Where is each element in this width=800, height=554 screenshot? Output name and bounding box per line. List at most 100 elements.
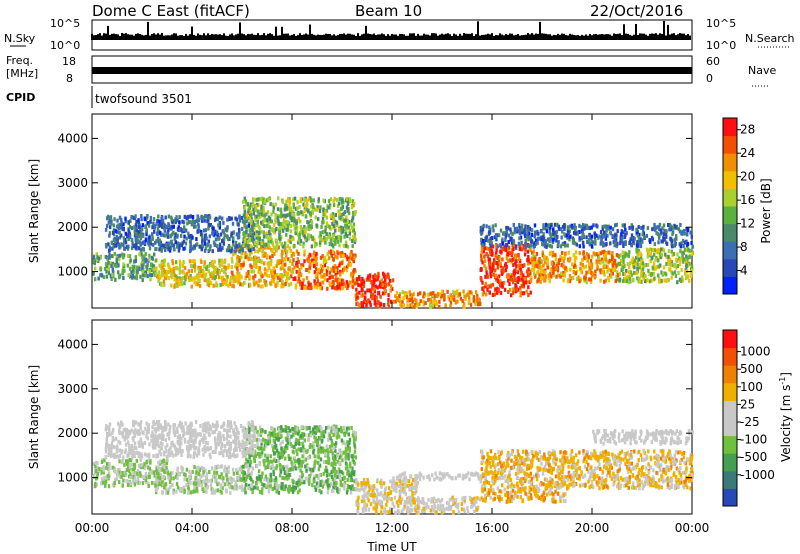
heatmap-cell xyxy=(288,267,291,272)
heatmap-cell xyxy=(351,274,354,279)
heatmap-cell xyxy=(213,490,216,495)
heatmap-cell xyxy=(469,290,472,295)
heatmap-cell xyxy=(372,274,375,279)
heatmap-cell xyxy=(337,201,341,206)
heatmap-cell xyxy=(149,460,152,465)
heatmap-cell xyxy=(256,209,259,214)
heatmap-cell xyxy=(495,244,498,249)
heatmap-cell xyxy=(178,228,182,233)
heatmap-cell xyxy=(354,437,357,442)
heatmap-cell xyxy=(610,257,614,262)
heatmap-cell xyxy=(501,239,504,243)
heatmap-cell xyxy=(483,254,486,259)
heatmap-cell xyxy=(123,268,126,273)
heatmap-cell xyxy=(501,284,504,289)
heatmap-cell xyxy=(327,250,331,255)
heatmap-cell xyxy=(660,252,663,257)
heatmap-cell xyxy=(334,213,337,217)
heatmap-cell xyxy=(355,287,358,292)
heatmap-cell xyxy=(590,270,593,275)
heatmap-cell xyxy=(504,234,507,239)
heatmap-cell xyxy=(144,270,148,275)
heatmap-cell xyxy=(297,447,301,452)
heatmap-cell xyxy=(260,220,263,225)
heatmap-cell xyxy=(244,230,248,235)
heatmap-cell xyxy=(533,257,536,261)
heatmap-cell xyxy=(111,465,114,470)
heatmap-cell xyxy=(156,226,160,231)
heatmap-cell xyxy=(564,243,567,248)
heatmap-cell xyxy=(299,242,302,247)
heatmap-cell xyxy=(118,230,121,235)
heatmap-cell xyxy=(182,220,186,225)
heatmap-cell xyxy=(599,251,603,256)
heatmap-cell xyxy=(310,220,313,224)
heatmap-cell xyxy=(339,269,342,274)
heatmap-cell xyxy=(608,258,611,263)
heatmap-cell xyxy=(218,475,222,480)
heatmap-cell xyxy=(578,223,581,228)
heatmap-cell xyxy=(348,220,351,224)
heatmap-cell xyxy=(524,238,527,243)
heatmap-cell xyxy=(287,205,290,210)
heatmap-cell xyxy=(321,237,324,242)
heatmap-cell xyxy=(270,212,273,217)
heatmap-cell xyxy=(529,290,532,295)
heatmap-cell xyxy=(572,253,576,258)
noise-panel: N.Sky 10^5 10^0 10^5 10^0 N.Search xyxy=(4,17,795,52)
heatmap-cell xyxy=(555,266,558,271)
heatmap-cell xyxy=(146,240,150,245)
heatmap-cell xyxy=(549,250,552,255)
heatmap-cell xyxy=(311,235,315,240)
heatmap-cell xyxy=(267,220,270,225)
heatmap-cell xyxy=(651,227,654,232)
heatmap-cell xyxy=(352,235,355,239)
heatmap-cell xyxy=(281,226,285,231)
heatmap-cell xyxy=(682,244,685,248)
heatmap-cell xyxy=(590,280,593,284)
heatmap-cell xyxy=(218,263,222,268)
heatmap-cell xyxy=(641,227,645,232)
heatmap-cell xyxy=(133,225,136,230)
heatmap-cell xyxy=(254,485,257,490)
heatmap-cell xyxy=(336,281,340,286)
heatmap-cell xyxy=(250,265,253,270)
heatmap-cell xyxy=(543,226,546,231)
heatmap-cell xyxy=(268,266,271,271)
heatmap-cell xyxy=(277,222,281,227)
heatmap-cell xyxy=(355,297,358,302)
heatmap-cell xyxy=(321,274,324,279)
heatmap-cell xyxy=(331,249,335,254)
heatmap-cell xyxy=(259,245,263,249)
heatmap-cell xyxy=(171,267,174,272)
heatmap-cell xyxy=(95,257,99,262)
heatmap-cell xyxy=(152,264,155,269)
heatmap-cell xyxy=(341,270,344,275)
heatmap-cell xyxy=(347,225,350,230)
colorbar-tick-label: 16 xyxy=(740,193,755,207)
heatmap-cell xyxy=(482,223,485,228)
heatmap-cell xyxy=(255,280,258,285)
heatmap-cell xyxy=(309,467,312,472)
heatmap-cell xyxy=(325,272,329,277)
heatmap-cell xyxy=(664,232,668,237)
heatmap-cell xyxy=(646,278,649,283)
heatmap-cell xyxy=(126,464,130,469)
heatmap-cell xyxy=(433,300,436,305)
heatmap-cell xyxy=(128,458,131,462)
heatmap-cell xyxy=(184,272,187,277)
heatmap-cell xyxy=(511,257,514,262)
heatmap-cell xyxy=(368,273,372,278)
heatmap-cell xyxy=(486,246,489,251)
heatmap-cell xyxy=(132,244,135,249)
heatmap-cell xyxy=(308,233,311,238)
heatmap-cell xyxy=(262,200,265,205)
heatmap-cell xyxy=(459,296,463,301)
heatmap-cell xyxy=(523,228,526,233)
heatmap-cell xyxy=(161,224,164,229)
heatmap-cell xyxy=(519,274,523,278)
heatmap-cell xyxy=(142,474,145,479)
heatmap-cell xyxy=(136,246,139,250)
heatmap-cell xyxy=(212,265,216,270)
heatmap-cell xyxy=(252,207,255,212)
